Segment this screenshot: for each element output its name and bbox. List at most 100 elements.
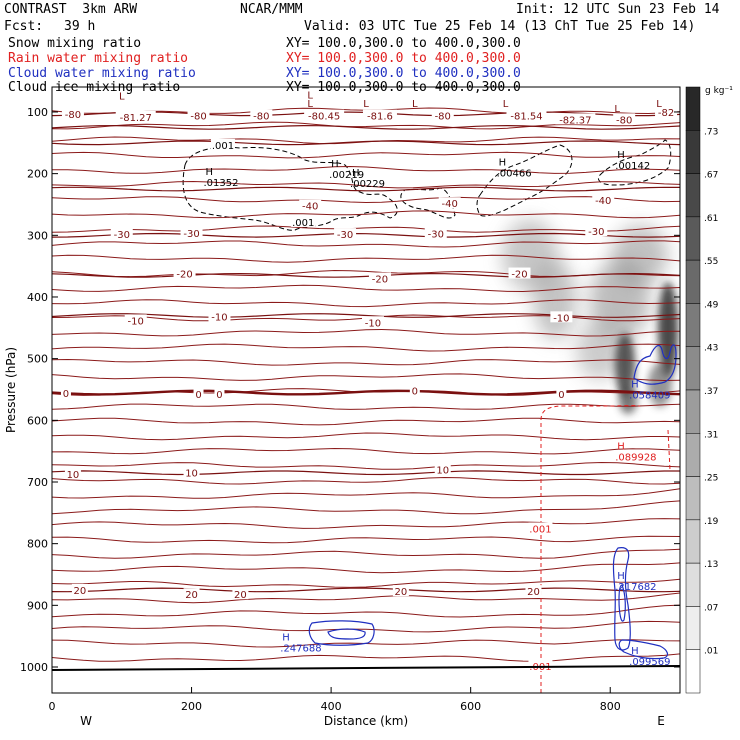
temperature-label-bg [115,110,156,122]
temperature-isotherm [52,328,680,337]
cloud-contour-sw [308,620,375,646]
colorbar-label: .25 [704,474,718,484]
temperature-isotherm [52,180,680,189]
temperature-label: 20 [234,590,247,601]
temperature-isotherm [52,535,680,544]
low-mark: L [119,92,125,103]
temperature-label: -20 [176,270,192,281]
temperature-label: -81.27 [120,113,152,124]
extremum-mark: H [352,168,360,179]
colorbar-label: .73 [704,127,718,137]
y-tick-label: 300 [27,229,48,242]
temperature-isotherm [52,461,680,470]
temperature-label-bg [434,463,451,475]
temperature-isotherm [52,548,680,559]
temperature-label-bg [508,267,531,279]
temperature-isotherm [52,196,680,204]
colorbar-swatch [685,562,701,607]
contour-value-bg [528,522,553,534]
temperature-label-bg [592,194,615,206]
y-tick-label: 900 [27,599,48,612]
colorbar-label: .31 [704,430,718,440]
field-label-rain: Rain water mixing ratio [8,51,189,66]
temperature-contour-0 [52,389,680,396]
temperature-label-bg [362,109,397,121]
temperature-isotherm [52,403,680,410]
temperature-label: 0 [412,387,418,398]
colorbar-swatch [685,173,701,218]
field-label-cloud-water: Cloud water mixing ratio [8,66,196,81]
temperature-isotherm [52,476,680,485]
temperature-label: -80 [190,112,206,123]
cloud-ice-contours [182,139,672,231]
temperature-isotherm [52,604,680,618]
extremum-mark: H [331,159,339,170]
extremum-value: .00466 [497,169,532,180]
extremum-value: .01352 [204,178,239,189]
colorbar-label: .61 [704,214,718,224]
colorbar-unit: g kg⁻¹ [705,86,733,96]
temperature-isotherm [52,500,680,515]
extremum-value: .00219 [329,170,364,181]
temperature-isotherm [52,518,680,529]
cloud-contour-lower [612,547,631,651]
temperature-label: -30 [183,229,199,240]
extrema-labels: H.01352H.00219H.00229H.00466H.00142H.089… [204,150,671,668]
temperature-label: 10 [67,470,80,481]
temperature-label-bg [550,311,573,323]
temperature-label-bg [183,466,200,478]
west-label: W [80,714,92,728]
colorbar-swatch [685,216,701,261]
temperature-label-bg [555,113,596,125]
contour-value-labels: .001.001.001.001 [210,138,553,673]
cloud-contour-bottom [618,639,669,660]
temperature-label-bg [506,109,547,121]
low-markers: L LL L L L L L [119,90,662,115]
y-tick-label: 400 [27,291,48,304]
x-tick-label: 0 [49,700,56,713]
temperature-label-bg [409,384,420,396]
temperature-label-bg [525,585,542,597]
temperature-label: -80 [65,110,81,121]
colorbar-swatch [685,259,701,304]
temperature-label-bg [60,387,71,399]
low-mark: L [656,99,662,110]
cloud-contour-sw-inner [327,628,366,640]
ice-contour-far-east [597,139,672,186]
colorbar-swatch [685,476,701,521]
low-mark: L [307,90,313,101]
temperature-label: -10 [128,316,144,327]
field-xy-cloud-water: XY= 100.0,300.0 to 400.0,300.0 [286,66,521,81]
extremum-mark: H [631,380,639,391]
extremum-mark: H [282,632,290,643]
temperature-contour--30 [52,232,680,238]
x-tick-label: 600 [460,700,481,713]
temperature-contour--20 [52,272,680,278]
temperature-isotherm [52,592,680,604]
field-xy-rain: XY= 100.0,300.0 to 400.0,300.0 [286,51,521,66]
east-label: E [657,714,665,728]
temperature-label: -81.54 [510,112,542,123]
y-tick-label: 500 [27,353,48,366]
cloud-contour-lower-inner [618,584,626,622]
low-mark: L [503,99,509,110]
y-axis-label: Pressure (hPa) [4,347,18,433]
temperature-label-bg [361,316,384,328]
contour-value-label: .001 [292,218,314,229]
temperature-isotherm [52,299,680,308]
temperature-label: 0 [63,389,69,400]
temperature-isotherm [52,343,680,352]
low-mark: L [614,104,620,115]
temperature-label: 20 [527,587,540,598]
temperature-label-bg [214,387,225,399]
temperature-isotherm [52,578,680,588]
extremum-value: .058409 [629,391,670,402]
temperature-label: -80 [435,112,451,123]
temperature-label: -10 [553,313,569,324]
header-fcst-label: Fcst: [4,19,44,34]
temperature-label-bg [613,113,636,125]
temperature-label-bg [334,228,357,240]
temperature-label: -82.37 [559,115,591,126]
